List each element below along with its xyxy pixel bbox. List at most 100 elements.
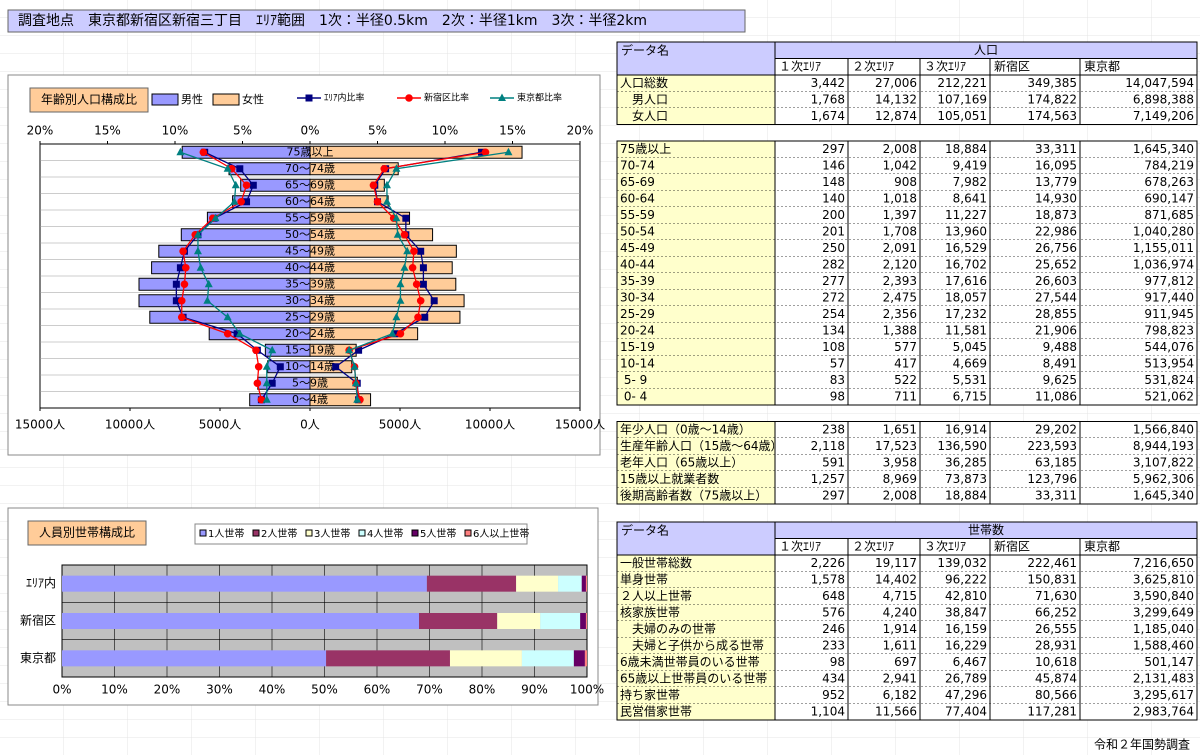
ratio-marker	[345, 345, 354, 354]
cell-value: 1,018	[883, 191, 917, 205]
cell-value: 1,708	[883, 224, 917, 238]
cell-value: 2,008	[883, 488, 917, 502]
value-cell	[848, 621, 920, 638]
x-tick-label: 15000人	[555, 418, 605, 432]
value-cell	[775, 75, 848, 92]
x2-tick-label: 5%	[368, 124, 387, 138]
cell-value: 5,962,306	[1133, 472, 1194, 486]
cell-value: 28,855	[1035, 307, 1077, 321]
value-cell	[775, 223, 848, 240]
value-cell	[1080, 339, 1197, 356]
ratio-marker	[396, 329, 405, 338]
ratio-marker	[242, 181, 251, 190]
cell-value: 277	[822, 274, 845, 288]
value-cell	[920, 421, 990, 438]
value-cell	[848, 339, 920, 356]
legend-label: 3人世帯	[314, 527, 350, 540]
value-cell	[848, 306, 920, 323]
cell-value: 1,397	[883, 208, 917, 222]
value-cell	[920, 240, 990, 257]
row-label-cell	[617, 421, 775, 438]
bar-segment	[580, 613, 586, 629]
cell-value: 98	[830, 389, 845, 403]
row-label: 単身世帯	[620, 571, 668, 586]
cell-value: 911,945	[1144, 307, 1194, 321]
cell-value: 16,529	[945, 241, 987, 255]
ratio-marker	[204, 279, 213, 288]
value-cell	[848, 421, 920, 438]
x-tick-label: 15000人	[15, 418, 65, 432]
value-cell	[1080, 289, 1197, 306]
cell-value: 28,931	[1035, 638, 1077, 652]
ratio-marker	[403, 246, 412, 255]
cell-value: 14,047,594	[1125, 76, 1194, 90]
row-label: 40-44	[620, 257, 655, 271]
cell-value: 22,986	[1035, 224, 1077, 238]
value-cell	[848, 223, 920, 240]
cell-value: 222,461	[1027, 556, 1077, 570]
cell-value: 254	[822, 307, 845, 321]
cell-value: 576	[822, 605, 845, 619]
x-tick-label: 10%	[101, 683, 128, 697]
row-label-cell	[617, 157, 775, 174]
x-tick-label: 80%	[469, 683, 496, 697]
ratio-marker	[231, 180, 240, 189]
cell-value: 2,941	[883, 671, 917, 685]
cell-value: 297	[822, 142, 845, 156]
value-cell	[1080, 157, 1197, 174]
cell-value: 33,311	[1035, 142, 1077, 156]
cell-value: 1,651	[883, 422, 917, 436]
row-label: 6歳未満世帯員のいる世帯	[620, 655, 760, 669]
cell-value: 98	[830, 655, 845, 669]
value-cell	[920, 621, 990, 638]
value-cell	[920, 157, 990, 174]
value-cell	[920, 604, 990, 621]
x2-tick-label: 15%	[94, 124, 121, 138]
category-label: 50～54歳	[285, 228, 335, 241]
cell-value: 798,823	[1144, 323, 1194, 337]
cell-value: 784,219	[1144, 158, 1194, 172]
legend-label: ｴﾘｱ内比率	[324, 92, 365, 104]
value-cell	[990, 339, 1080, 356]
value-cell	[990, 637, 1080, 654]
row-label-cell	[617, 487, 775, 504]
ratio-marker	[235, 329, 244, 337]
ratio-marker	[262, 378, 271, 387]
cell-value: 7,982	[953, 175, 987, 189]
value-cell	[775, 421, 848, 438]
ratio-marker	[419, 264, 427, 272]
category-label: 東京都	[20, 651, 56, 665]
category-label: 30～34歳	[285, 294, 335, 307]
cell-value: 80,566	[1035, 688, 1077, 702]
cell-value: 4,715	[883, 589, 917, 603]
value-cell	[990, 174, 1080, 191]
section-border	[616, 140, 1198, 406]
value-cell	[775, 273, 848, 290]
ratio-marker	[392, 213, 401, 222]
value-cell	[775, 438, 848, 455]
row-label-cell	[617, 604, 775, 621]
value-cell	[990, 273, 1080, 290]
column-header: 新宿区	[994, 539, 1030, 553]
value-cell	[775, 141, 848, 158]
value-cell	[1080, 190, 1197, 207]
value-cell	[1080, 438, 1197, 455]
value-cell	[920, 703, 990, 720]
cell-value: 107,169	[937, 92, 987, 106]
ratio-marker	[498, 93, 506, 101]
cell-value: 2,120	[883, 257, 917, 271]
value-cell	[1080, 273, 1197, 290]
ratio-marker	[421, 313, 429, 321]
bar-segment	[62, 650, 327, 667]
legend-label: 2人世帯	[261, 527, 297, 540]
bar-segment	[558, 575, 582, 592]
column-header: １次ｴﾘｱ	[779, 539, 821, 553]
value-cell	[1080, 571, 1197, 588]
x-tick-label: 90%	[521, 683, 548, 697]
value-cell	[920, 322, 990, 339]
ratio-marker	[254, 362, 263, 371]
row-label: 後期高齢者数（75歳以上）	[620, 487, 767, 502]
value-cell	[848, 141, 920, 158]
row-label-cell	[617, 471, 775, 488]
value-cell	[990, 487, 1080, 504]
